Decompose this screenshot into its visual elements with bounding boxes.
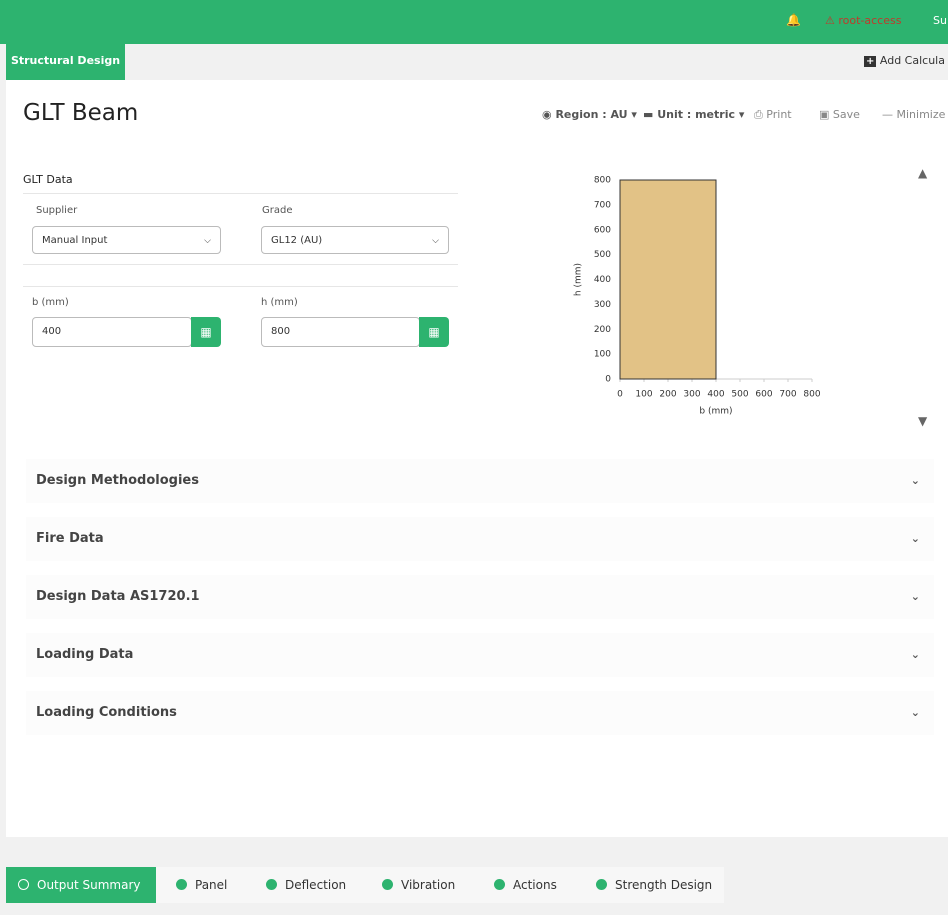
minimize: Minimize [896, 108, 946, 121]
output-tab[interactable]: Panel [156, 867, 246, 903]
check-icon [266, 879, 277, 890]
y-tick-label: 300 [594, 300, 611, 310]
grade-select[interactable]: GL12 (AU) ⌵ [261, 226, 449, 254]
tab-label: Panel [195, 878, 228, 892]
x-tick-label: 100 [635, 390, 652, 400]
alert-text: root-access [838, 14, 902, 27]
output-tab[interactable]: Vibration [362, 867, 474, 903]
field-label: Supplier [36, 205, 78, 216]
tab-label: Strength Design [615, 878, 713, 892]
y-tick-label: 400 [594, 275, 611, 285]
tab-label: Actions [513, 878, 557, 892]
accordion[interactable]: Design Data AS1720.1 ⌄ [26, 575, 934, 619]
save: Save [832, 108, 860, 121]
unit-menu[interactable]: ▬ Unit : metric ▾ [643, 108, 745, 121]
field-label: b (mm) [32, 297, 69, 308]
accordion[interactable]: Loading Data ⌄ [26, 633, 934, 677]
save-button[interactable]: ▣ Save [819, 108, 860, 121]
alert-link[interactable]: ⚠ root-access [825, 14, 902, 27]
y-tick-label: 600 [594, 225, 611, 235]
supplier-select[interactable]: Manual Input ⌵ [32, 226, 221, 254]
divider [23, 264, 458, 265]
section-title: GLT Data [23, 173, 73, 186]
add-calculation[interactable]: + Add Calcula [864, 54, 945, 67]
section-chart: 0 100 200 300 400 500 600 700 800 0 100 200 300 400 50… [574, 176, 821, 417]
x-tick-label: 700 [779, 390, 796, 400]
user-menu[interactable]: Su [933, 14, 947, 27]
output-tab[interactable]: Output Summary [6, 867, 156, 903]
y-tick-label: 0 [605, 375, 611, 385]
calc-button[interactable]: ▦ [419, 317, 449, 347]
check-icon [382, 879, 393, 890]
divider [23, 286, 458, 287]
field-label: h (mm) [261, 297, 298, 308]
region-menu[interactable]: ◉ Region : AU ▾ [542, 108, 637, 121]
y-tick-label: 700 [594, 200, 611, 210]
y-tick-label: 200 [594, 325, 611, 335]
output-tab[interactable]: Strength Design [576, 867, 724, 903]
calc-button[interactable]: ▦ [191, 317, 221, 347]
chevron: ⌄ [910, 474, 920, 487]
region: Region : AU [555, 108, 628, 121]
unit: Unit : metric [657, 108, 735, 121]
divider [23, 193, 458, 194]
accordion-title: Loading Data [36, 647, 134, 662]
print: Print [766, 108, 792, 121]
output-tab[interactable]: Actions [474, 867, 576, 903]
h-input[interactable]: 800 [261, 317, 420, 347]
field-label: Grade [262, 205, 293, 216]
accordion[interactable]: Design Methodologies ⌄ [26, 459, 934, 503]
chevron: ⌄ [910, 590, 920, 603]
y-tick-label: 800 [594, 176, 611, 186]
tab-label: Vibration [401, 878, 456, 892]
page-title: GLT Beam [23, 100, 139, 126]
active-tab[interactable]: Structural Design [6, 44, 125, 80]
x-tick-label: 300 [683, 390, 700, 400]
b-input[interactable]: 400 [32, 317, 192, 347]
check-icon [596, 879, 607, 890]
accordion-title: Design Methodologies [36, 473, 199, 488]
chevron: ⌄ [910, 532, 920, 545]
scroll-up[interactable]: ▲ [918, 166, 928, 180]
section-rect [619, 179, 717, 380]
accordion[interactable]: Fire Data ⌄ [26, 517, 934, 561]
add-text: Add Calcula [879, 54, 945, 67]
top-bar: 🔔 ⚠ root-access Su [0, 0, 948, 44]
check-icon [176, 879, 187, 890]
y-tick-label: 500 [594, 250, 611, 260]
x-tick-label: 500 [731, 390, 748, 400]
x-axis-label: b (mm) [699, 407, 732, 417]
x-tick-label: 800 [803, 390, 820, 400]
chevron: ⌄ [910, 706, 920, 719]
x-tick-label: 0 [617, 390, 623, 400]
y-tick-label: 100 [594, 350, 611, 360]
tab-label: Output Summary [37, 878, 141, 892]
scroll-down[interactable]: ▼ [918, 414, 928, 428]
select-value: Manual Input [42, 235, 108, 246]
tab-label: Deflection [285, 878, 347, 892]
y-axis-label: h (mm) [574, 263, 584, 296]
x-tick-label: 600 [755, 390, 772, 400]
minimize-button[interactable]: — Minimize [882, 108, 946, 121]
chevron: ⌄ [910, 648, 920, 661]
print-button[interactable]: ⎙ Print [754, 108, 792, 121]
select-value: GL12 (AU) [271, 235, 323, 246]
accordion-title: Design Data AS1720.1 [36, 589, 200, 604]
x-tick-label: 400 [707, 390, 724, 400]
accordion-title: Fire Data [36, 531, 104, 546]
accordion-title: Loading Conditions [36, 705, 177, 720]
x-tick-label: 200 [659, 390, 676, 400]
check-icon [18, 879, 29, 890]
bell-icon[interactable]: 🔔 [786, 13, 801, 27]
accordion[interactable]: Loading Conditions ⌄ [26, 691, 934, 735]
check-icon [494, 879, 505, 890]
output-tab[interactable]: Deflection [246, 867, 362, 903]
